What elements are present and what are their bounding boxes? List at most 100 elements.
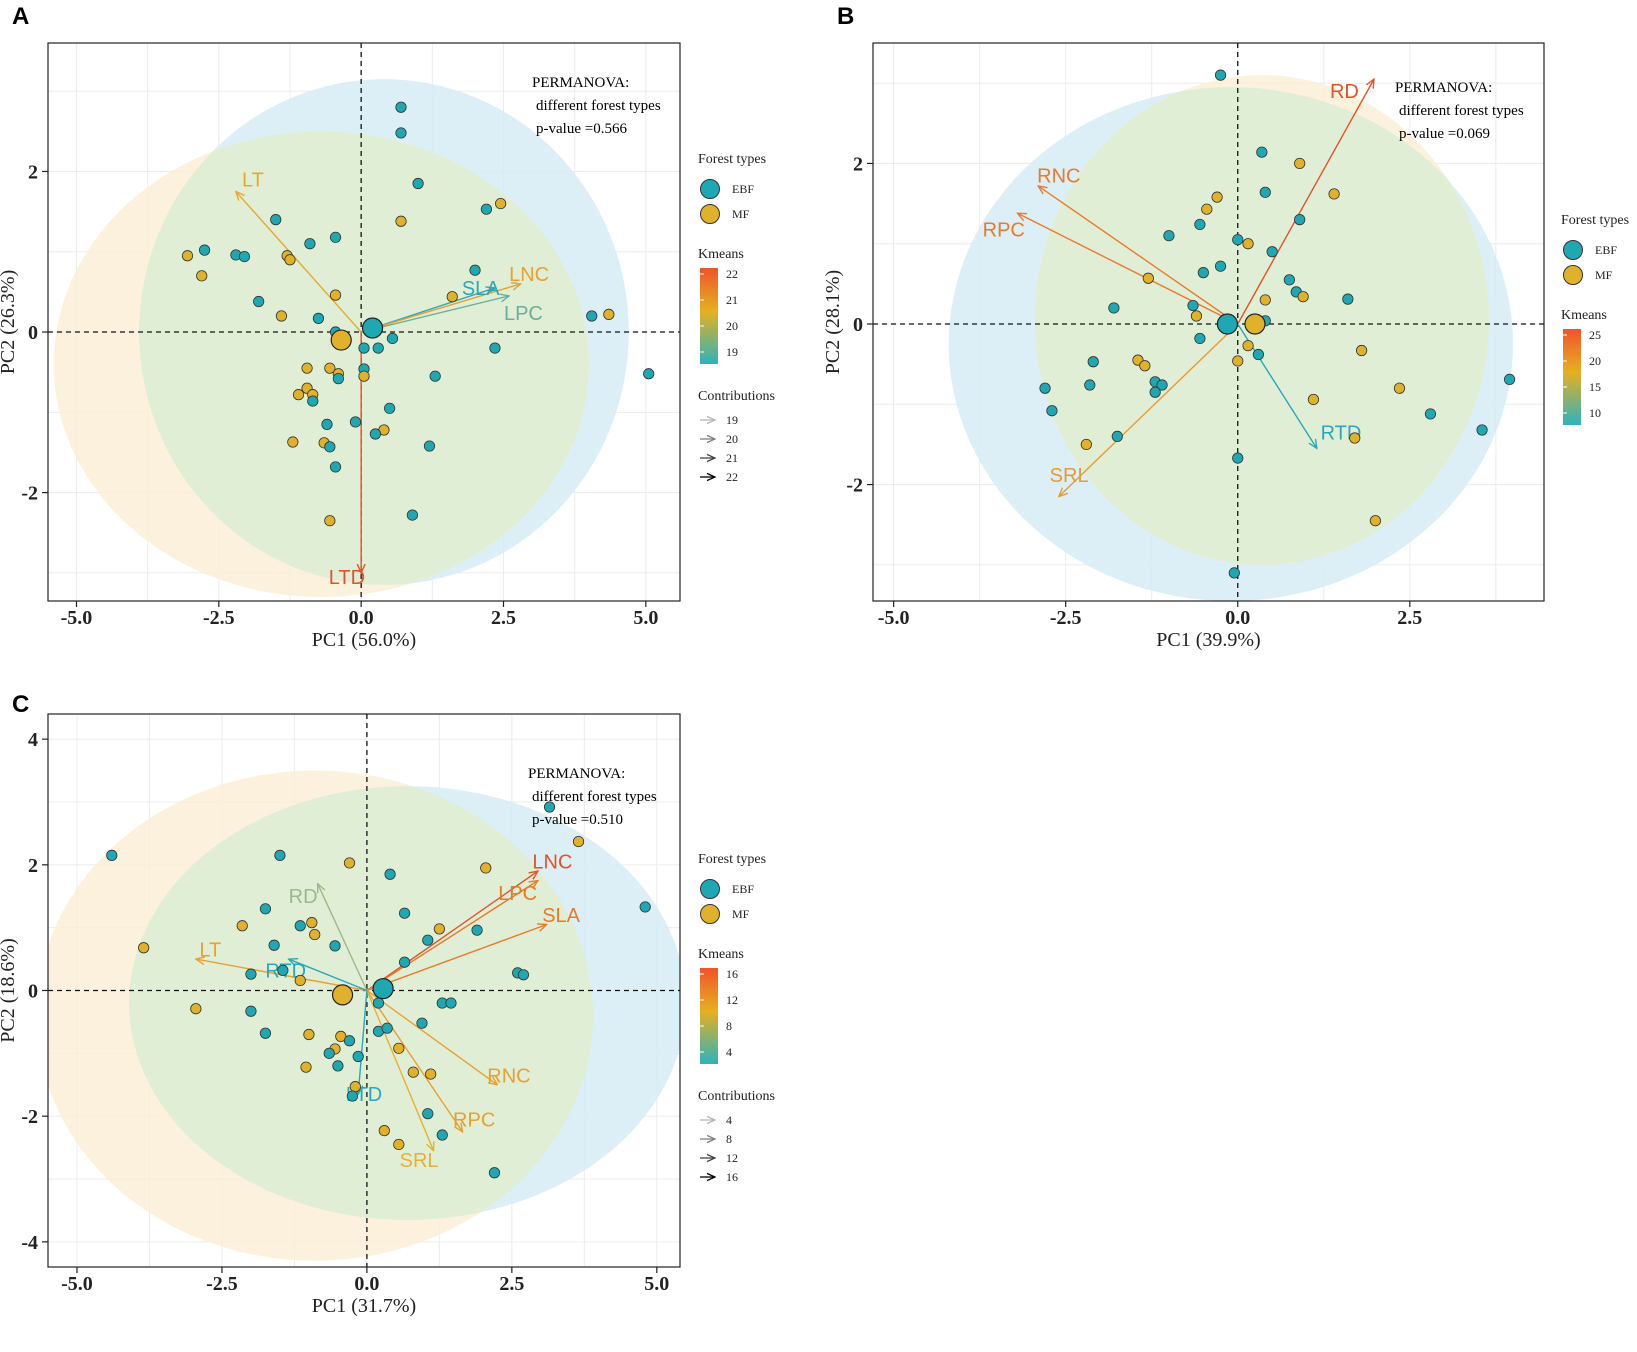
point-ebf	[416, 1017, 428, 1029]
point-ebf	[1476, 424, 1488, 436]
point-ebf	[259, 903, 272, 915]
point-mf	[284, 254, 296, 266]
point-ebf	[1214, 260, 1227, 272]
sample-points	[106, 801, 651, 1179]
x-tick-label: 2.5	[491, 607, 516, 629]
y-axis-title: PC2 (26.3%)	[0, 270, 19, 374]
legend-kmeans-colorbar	[700, 268, 718, 364]
point-mf	[1356, 344, 1368, 357]
point-ebf	[106, 849, 118, 861]
ellipse-overlap-region	[139, 131, 589, 585]
permanova-text: p-value =0.069	[1399, 126, 1490, 142]
point-mf	[480, 862, 492, 874]
point-mf	[1142, 272, 1154, 284]
point-ebf	[1194, 332, 1206, 345]
point-ebf	[1266, 246, 1278, 258]
y-tick-label: 2	[28, 855, 38, 877]
ellipse-overlap	[129, 786, 594, 1220]
point-ebf	[1084, 379, 1096, 391]
point-mf	[1242, 238, 1254, 250]
x-tick-label: -2.5	[206, 1273, 238, 1295]
point-ebf	[1194, 218, 1206, 231]
legend: Forest types EBF MF Kmeans 22 21 20 19 Contribut…	[698, 152, 775, 484]
legend-kmeans-tick: 21	[726, 293, 738, 307]
point-ebf	[1087, 356, 1099, 368]
point-mf	[324, 362, 336, 374]
point-ebf	[358, 342, 370, 354]
loading-arrows: LT LTD SLA LNC LPC	[236, 169, 549, 589]
point-ebf	[1214, 69, 1227, 81]
point-ebf	[332, 373, 344, 385]
loading-label-rd: RD	[289, 886, 318, 908]
point-ebf	[445, 997, 457, 1009]
point-mf	[294, 974, 306, 987]
y-tick-label: 2	[853, 153, 863, 175]
point-mf	[303, 1028, 315, 1041]
point-ebf	[294, 920, 306, 932]
point-ebf	[429, 370, 441, 382]
point-ebf	[352, 1050, 364, 1063]
point-ebf	[1108, 302, 1120, 314]
point-ebf	[1046, 405, 1058, 417]
loading-arrow-lt	[236, 192, 362, 333]
legend-contrib-label: 22	[726, 470, 738, 484]
point-ebf	[343, 1035, 356, 1047]
sample-points	[181, 101, 655, 527]
legend: Forest types EBF MF Kmeans 25 20 15 10	[1561, 213, 1629, 425]
point-mf	[378, 1125, 390, 1137]
loading-label-lt: LT	[199, 940, 221, 962]
point-ebf	[395, 101, 407, 113]
centroid-mf	[1244, 313, 1266, 335]
centroid-ebf	[372, 978, 394, 1000]
legend-kmeans-tick: 20	[1589, 354, 1601, 368]
x-tick-label: 2.5	[499, 1273, 524, 1295]
point-ebf	[253, 295, 265, 308]
y-tick-label: -2	[21, 483, 38, 505]
point-ebf	[324, 441, 336, 453]
legend-swatch-mf	[700, 904, 720, 924]
legend-label-mf: MF	[732, 907, 750, 921]
point-ebf	[1503, 373, 1516, 386]
loading-label-lt: LT	[242, 169, 264, 191]
permanova-text: PERMANOVA:	[532, 75, 629, 91]
legend-label-mf: MF	[1595, 268, 1613, 282]
point-mf	[196, 270, 208, 282]
point-mf	[495, 197, 507, 210]
y-tick-label: 2	[28, 161, 38, 183]
point-ebf	[304, 238, 316, 250]
loading-label-lnc: LNC	[509, 264, 549, 286]
point-ebf	[369, 428, 381, 440]
point-ebf	[384, 402, 396, 414]
point-mf	[393, 1138, 405, 1151]
legend-kmeans-colorbar	[1563, 329, 1581, 425]
point-mf	[1242, 340, 1254, 352]
panel-c: CLNCLPCSLALTRDRTDRNCRPCSRLLTD-5.0-2.50.0…	[0, 691, 775, 1317]
point-ebf	[422, 1108, 434, 1120]
point-ebf	[1232, 452, 1244, 464]
point-ebf	[346, 1090, 359, 1102]
loading-arrow-rtd	[289, 959, 368, 992]
legend-contrib-title: Contributions	[698, 1089, 775, 1104]
y-tick-label: 4	[28, 729, 38, 751]
permanova-text: different forest types	[532, 789, 657, 805]
loading-arrow-sla	[366, 925, 547, 992]
point-ebf	[1424, 408, 1437, 420]
point-ebf	[332, 1060, 344, 1072]
permanova-text: PERMANOVA:	[528, 766, 625, 782]
point-ebf	[245, 1005, 257, 1017]
point-mf	[306, 917, 318, 929]
loading-arrow-rnc	[366, 989, 497, 1085]
legend-swatch-ebf	[1563, 240, 1583, 260]
point-ebf	[323, 1047, 335, 1059]
point-ebf	[471, 924, 483, 936]
point-mf	[329, 289, 342, 301]
centroid-ebf	[1216, 313, 1239, 335]
legend-kmeans-tick: 10	[1589, 406, 1601, 420]
point-ebf	[238, 250, 251, 263]
x-tick-label: 0.0	[1225, 607, 1250, 629]
point-mf	[1080, 438, 1092, 451]
x-axis-title: PC1 (39.9%)	[1156, 629, 1260, 651]
